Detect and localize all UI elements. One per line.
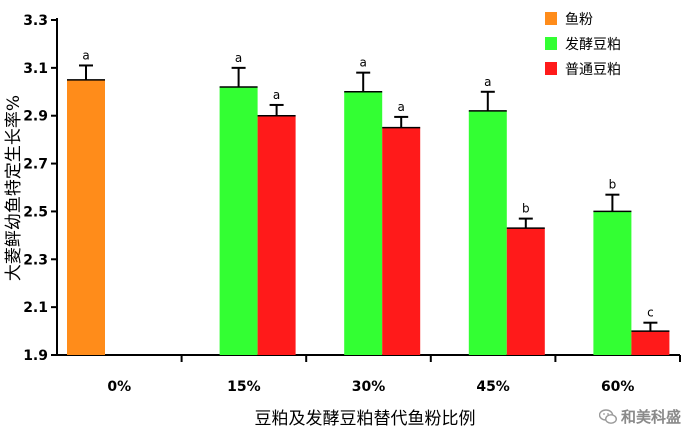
bar: [506, 228, 545, 355]
watermark-text: 和美科盛: [620, 408, 681, 426]
significance-letter: a: [235, 51, 242, 65]
significance-letter: b: [522, 202, 530, 216]
bar: [593, 211, 632, 355]
significance-letter: a: [398, 100, 405, 114]
bar: [468, 110, 507, 355]
x-axis: 0% 15% 30% 45% 60%: [57, 354, 681, 395]
legend-swatch: [545, 37, 557, 50]
bar: [219, 87, 258, 355]
x-axis-label: 豆粕及发酵豆粕替代鱼粉比例: [255, 409, 476, 429]
y-tick-label: 2.3: [23, 252, 48, 268]
significance-letter: b: [609, 178, 617, 192]
y-tick-label: 2.5: [23, 204, 48, 220]
y-tick-label: 3.1: [23, 61, 48, 77]
legend-swatch: [545, 62, 557, 75]
y-tick-label: 2.7: [23, 157, 48, 173]
bar: [631, 331, 670, 355]
y-tick-label: 2.9: [23, 109, 48, 125]
legend-label: 鱼粉: [565, 11, 593, 28]
y-tick-label: 3.3: [23, 13, 48, 29]
bar: [344, 91, 383, 356]
significance-letter: a: [82, 48, 89, 62]
wechat-icon: [598, 408, 617, 424]
y-axis: 1.9 2.1 2.3 2.5 2.7 2.9 3.1 3.3: [23, 13, 58, 364]
significance-letter: a: [273, 88, 280, 102]
x-tick-label: 0%: [107, 379, 131, 395]
bar: [382, 127, 421, 355]
legend-label: 发酵豆粕: [565, 37, 621, 53]
significance-letter: c: [647, 306, 654, 320]
y-axis-label: 大菱鲆幼鱼特定生长率%: [4, 95, 24, 281]
x-tick-label: 15%: [227, 379, 261, 395]
y-tick-label: 1.9: [23, 348, 48, 364]
significance-letter: a: [360, 56, 367, 70]
legend-swatch: [545, 12, 557, 25]
bar: [67, 79, 105, 356]
legend-label: 普通豆粕: [565, 62, 621, 78]
y-tick-label: 2.1: [23, 300, 48, 316]
significance-letter: a: [484, 75, 491, 89]
x-tick-label: 30%: [352, 379, 386, 395]
bars: a a a a a a b b c: [67, 48, 670, 356]
bar: [257, 115, 296, 355]
x-tick-label: 45%: [476, 379, 510, 395]
watermark: 和美科盛: [598, 406, 681, 427]
x-tick-label: 60%: [601, 379, 635, 395]
